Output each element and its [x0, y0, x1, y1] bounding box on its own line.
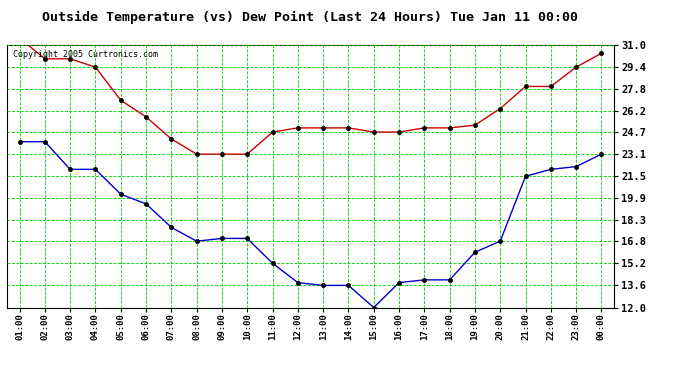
Text: Outside Temperature (vs) Dew Point (Last 24 Hours) Tue Jan 11 00:00: Outside Temperature (vs) Dew Point (Last… — [43, 11, 578, 24]
Text: Copyright 2005 Curtronics.com: Copyright 2005 Curtronics.com — [13, 50, 158, 59]
